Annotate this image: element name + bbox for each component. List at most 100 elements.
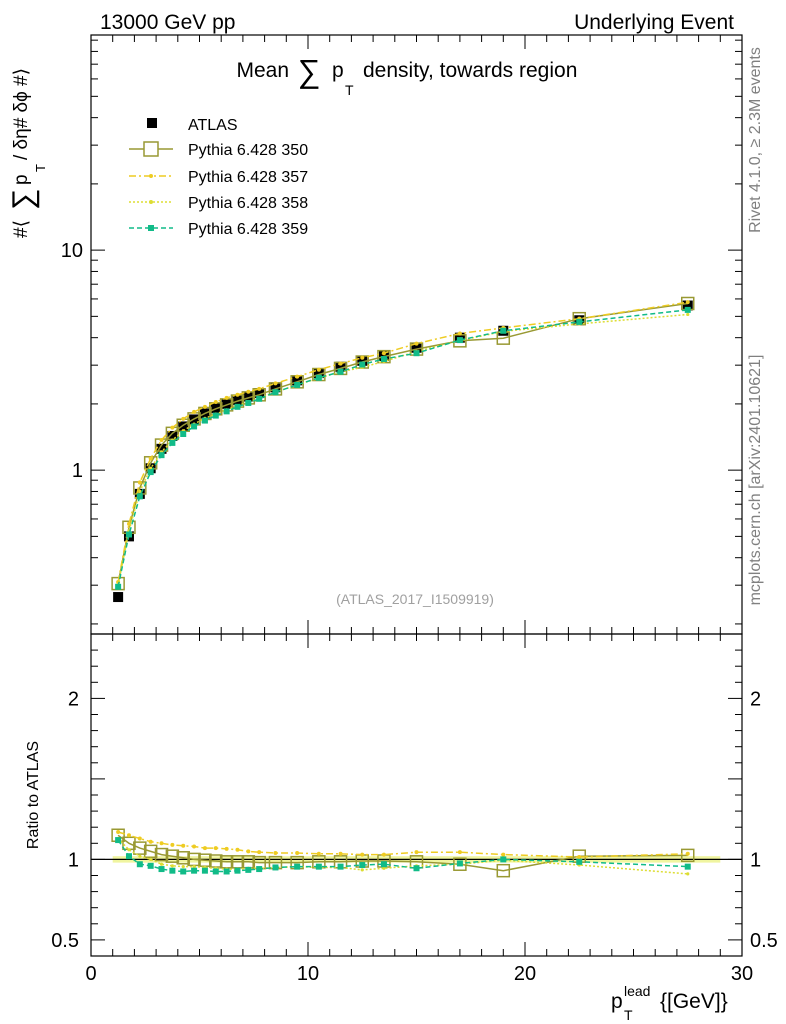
point-359: [201, 417, 208, 424]
x-tick-label: 20: [514, 963, 536, 985]
point-358: [138, 854, 142, 858]
title-p: p: [332, 59, 344, 82]
point-358: [127, 848, 131, 852]
point-atlas: [682, 300, 693, 311]
point-atlas: [254, 388, 265, 399]
title-mean: Mean: [236, 59, 289, 82]
point-357: [457, 850, 462, 855]
ylabel-sub-t: T: [33, 164, 48, 172]
title-sum-symbol: ∑: [298, 53, 321, 89]
x-tick-label: 10: [297, 963, 319, 985]
series-line-350: [117, 302, 688, 584]
ratio-y-tick-label: 1: [68, 849, 79, 871]
ratio-y-tick-label-right: 1: [750, 849, 761, 871]
point-359: [337, 863, 344, 870]
legend-marker-358: [149, 200, 153, 204]
point-359: [180, 868, 187, 875]
point-357: [192, 844, 197, 849]
point-357: [381, 852, 386, 857]
point-atlas: [113, 592, 124, 603]
point-359: [234, 867, 241, 874]
point-359: [413, 350, 420, 357]
point-359: [191, 867, 198, 874]
point-358: [686, 872, 690, 876]
point-359: [413, 865, 420, 872]
point-atlas: [270, 382, 281, 393]
series-line-359: [117, 309, 688, 587]
series-line-350: [117, 834, 688, 872]
point-359: [147, 862, 154, 869]
point-357: [159, 841, 164, 846]
point-atlas: [243, 391, 254, 402]
point-358: [170, 864, 174, 868]
point-357: [213, 846, 218, 851]
point-359: [245, 866, 252, 873]
point-357: [685, 851, 690, 856]
xlabel-sub-t: T: [624, 1007, 633, 1023]
point-357: [316, 851, 321, 856]
point-359: [223, 868, 230, 875]
point-atlas: [292, 375, 303, 386]
point-358: [149, 857, 153, 862]
legend-marker-357: [149, 174, 153, 178]
point-357: [202, 846, 207, 851]
series-line-357: [117, 831, 688, 858]
point-359: [201, 867, 208, 874]
point-359: [315, 374, 322, 381]
mcplots-label: mcplots.cern.ch [arXiv:2401.10621]: [747, 355, 764, 606]
point-359: [245, 399, 252, 406]
point-358: [192, 865, 196, 869]
legend-label-357: Pythia 6.428 357: [188, 169, 308, 186]
main-y-tick-labels: 1 10: [61, 240, 83, 482]
point-359: [234, 403, 241, 410]
xlabel-p: p: [611, 990, 623, 1013]
x-tick-labels: 0 10 20 30: [85, 963, 753, 985]
point-357: [116, 830, 121, 835]
point-357: [137, 480, 142, 485]
point-359: [136, 861, 143, 868]
point-357: [213, 400, 218, 405]
ratio-axis-ticks: [90, 633, 743, 957]
point-359: [576, 858, 583, 865]
point-357: [192, 409, 197, 414]
main-panel: 1 10 Mean ∑ p T density, towards region #…: [7, 34, 743, 635]
point-358: [686, 312, 690, 317]
point-350: [143, 844, 158, 859]
point-atlas: [313, 368, 324, 379]
point-359: [169, 867, 176, 874]
point-357: [360, 852, 365, 857]
point-357: [224, 395, 229, 400]
point-357: [257, 850, 262, 855]
point-358: [138, 489, 142, 494]
point-357: [501, 852, 506, 857]
point-357: [338, 361, 343, 366]
ratio-series: [111, 828, 695, 878]
point-359: [456, 337, 463, 344]
point-357: [246, 389, 251, 394]
point-357: [170, 425, 175, 430]
ratio-panel: 0.5 0.5 1 1 2 2 0 10 20 30 Ratio to ATLAS p T le…: [25, 633, 778, 1023]
point-357: [235, 847, 240, 852]
point-357: [338, 851, 343, 856]
point-359: [500, 327, 507, 334]
point-359: [136, 493, 143, 500]
point-357: [273, 381, 278, 386]
point-atlas: [357, 355, 368, 366]
point-357: [126, 833, 131, 838]
point-atlas: [156, 443, 167, 454]
point-357: [148, 456, 153, 461]
legend-marker-350: [143, 141, 159, 157]
point-359: [158, 866, 165, 873]
chart-title: Mean ∑ p T density, towards region: [236, 53, 577, 98]
point-359: [684, 863, 691, 870]
ylabel-bracket: #⟨: [11, 220, 32, 238]
point-357: [202, 404, 207, 409]
legend-label-350: Pythia 6.428 350: [188, 142, 308, 159]
point-357: [181, 416, 186, 421]
point-359: [147, 469, 154, 476]
point-359: [212, 868, 219, 875]
point-357: [414, 341, 419, 346]
point-357: [316, 367, 321, 372]
point-358: [149, 466, 153, 470]
point-357: [148, 839, 153, 844]
